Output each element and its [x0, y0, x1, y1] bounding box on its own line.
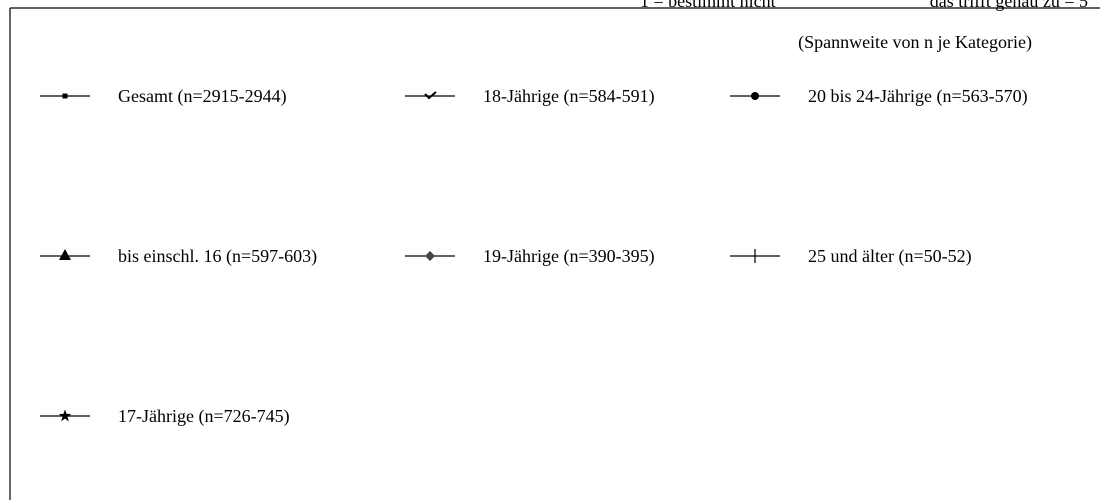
note: (Spannweite von n je Kategorie) — [798, 32, 1032, 53]
scale-low: 1 = bestimmt nicht — [640, 0, 776, 11]
marker-square — [62, 93, 68, 99]
legend-items: Gesamt (n=2915-2944) 18-Jährige (n=584-59… — [40, 86, 1028, 427]
marker-triangle — [59, 249, 71, 260]
legend-label: 20 bis 24-Jährige (n=563-570) — [808, 86, 1028, 107]
legend-label: 18-Jährige (n=584-591) — [483, 86, 655, 107]
scale-high: das trifft genau zu = 5 — [930, 0, 1088, 11]
marker-star — [58, 409, 72, 422]
legend-label: 25 und älter (n=50-52) — [808, 246, 972, 267]
marker-circle — [751, 92, 759, 100]
marker-diamond — [425, 251, 435, 261]
legend-label: bis einschl. 16 (n=597-603) — [118, 246, 317, 267]
legend-label: 17-Jährige (n=726-745) — [118, 406, 290, 427]
marker-check — [424, 91, 437, 100]
legend-label: 19-Jährige (n=390-395) — [483, 246, 655, 267]
legend-label: Gesamt (n=2915-2944) — [118, 86, 287, 107]
